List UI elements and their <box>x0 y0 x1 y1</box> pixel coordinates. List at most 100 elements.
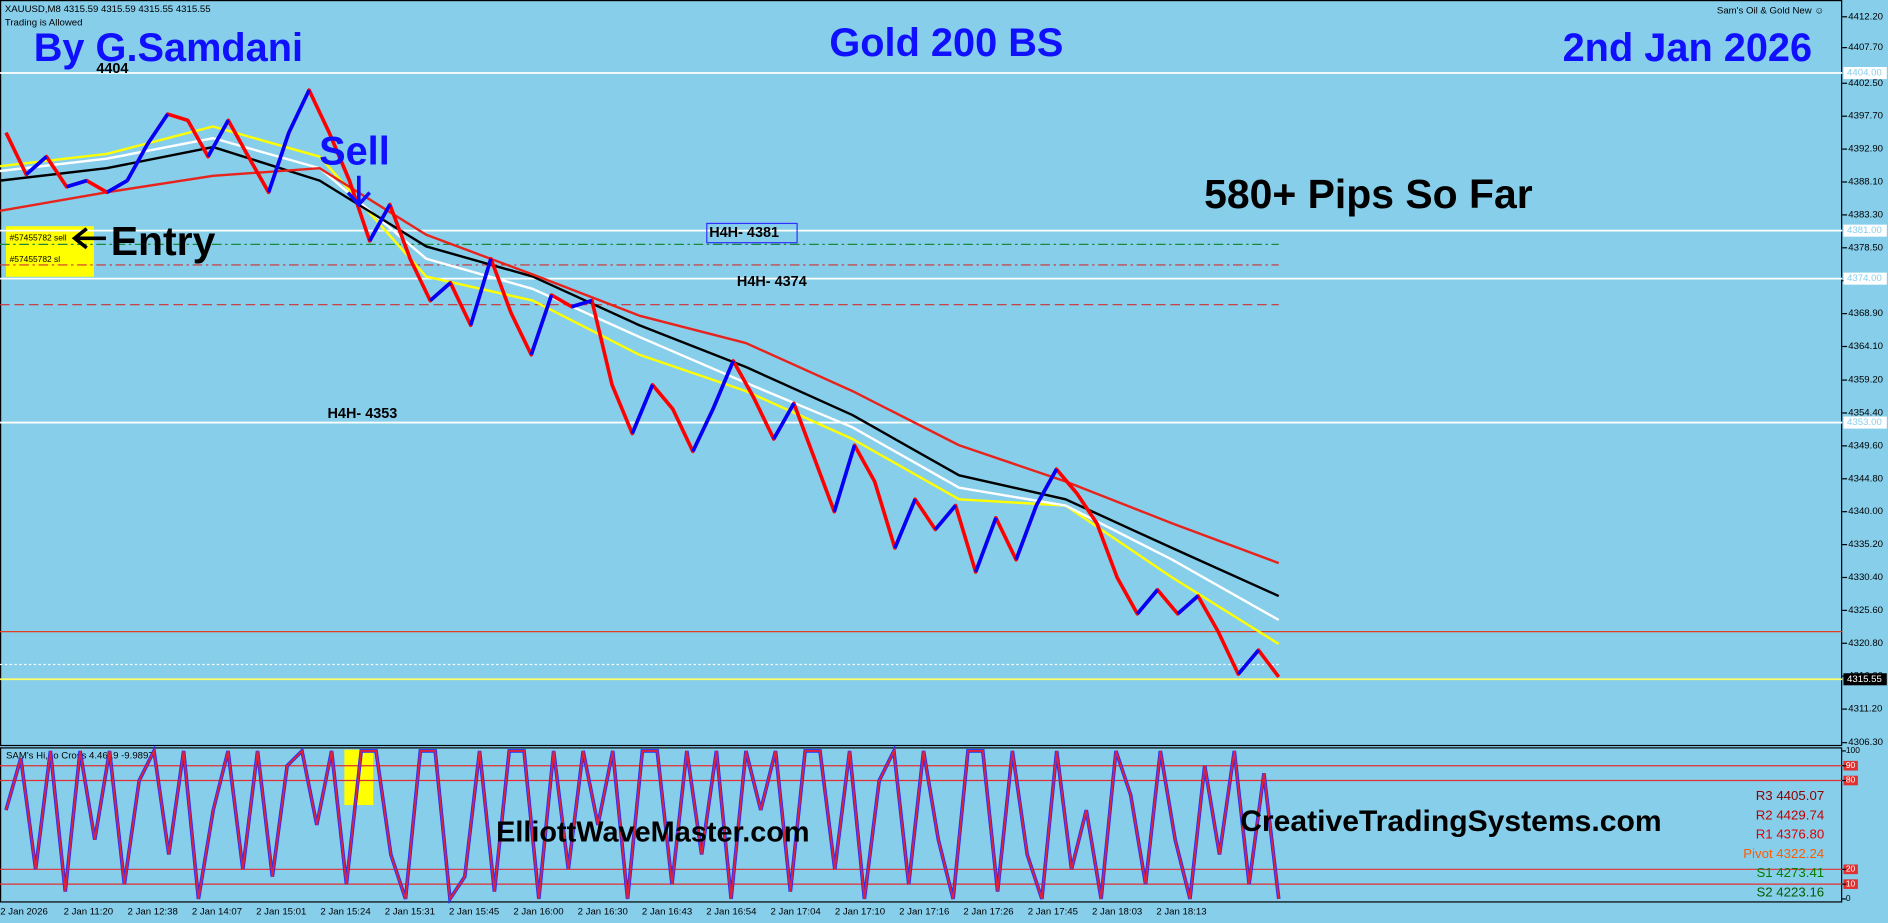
y-tick-label: 4330.40 <box>1848 572 1883 583</box>
level-tag <box>1843 66 1887 80</box>
level-label: 4404.00 <box>1847 68 1882 79</box>
osc-tick-label: 90 <box>1846 760 1856 770</box>
indicator-name: Sam's Oil & Gold New ☺ <box>1717 5 1824 16</box>
price-up-leg <box>1176 594 1200 616</box>
osc-tick-label: 0 <box>1846 893 1851 903</box>
author: By G.Samdani <box>34 26 303 70</box>
price-up-leg <box>772 402 796 440</box>
x-tick-label: 2 Jan 16:54 <box>706 907 757 918</box>
price-up-leg <box>66 178 88 189</box>
price-up-leg <box>1236 648 1260 676</box>
price-up-leg <box>125 143 150 182</box>
level-note: H4H- 4353 <box>328 406 398 422</box>
price-up-leg <box>711 360 735 410</box>
note-box <box>706 222 798 244</box>
osc-tick-label: 20 <box>1846 864 1856 874</box>
pivot-label: S1 4273.41 <box>1756 865 1824 880</box>
y-tick-label: 4383.30 <box>1848 209 1883 220</box>
level-note: H4H- 4374 <box>737 274 807 290</box>
level-label: 4381.00 <box>1847 225 1882 236</box>
y-tick-label: 4354.40 <box>1848 408 1883 419</box>
x-tick-label: 2 Jan 16:00 <box>513 907 563 918</box>
level-note: H4H- 4381 <box>709 225 779 241</box>
price-up-leg <box>529 294 554 356</box>
price-up-leg <box>832 444 857 513</box>
y-tick-label: 4378.50 <box>1848 242 1883 253</box>
x-tick-label: 2 Jan 14:07 <box>192 907 242 918</box>
y-tick-label: 4320.80 <box>1848 638 1883 649</box>
y-tick-label: 4344.80 <box>1848 473 1883 484</box>
x-tick-label: 2 Jan 17:04 <box>771 907 822 918</box>
x-tick-label: 2 Jan 17:16 <box>899 907 949 918</box>
x-tick-label: 2 Jan 2026 <box>0 907 48 918</box>
osc-line <box>5 747 1280 902</box>
price-up-leg <box>106 179 129 194</box>
y-tick-label: 4412.20 <box>1848 11 1883 22</box>
ma-line <box>0 136 1280 622</box>
price-up-leg <box>974 517 998 573</box>
level-note: 4404 <box>96 61 128 77</box>
order-sell: #57455782 sell <box>10 232 67 242</box>
price-up-leg <box>1014 504 1039 561</box>
y-tick-label: 4306.30 <box>1848 737 1883 748</box>
level-label: 4315.55 <box>1847 674 1882 685</box>
x-tick-label: 2 Jan 16:43 <box>642 907 692 918</box>
price-up-leg <box>691 408 715 453</box>
x-tick-label: 2 Jan 17:10 <box>835 907 885 918</box>
symbol: XAUUSD,M8 4315.59 4315.59 4315.55 4315.5… <box>5 4 211 15</box>
price-up-leg <box>893 498 917 549</box>
entry-label: Entry <box>111 218 216 264</box>
x-tick-label: 2 Jan 17:26 <box>963 907 1013 918</box>
y-tick-label: 4402.50 <box>1848 78 1883 89</box>
pivot-label: R2 4429.74 <box>1756 807 1824 822</box>
y-tick-label: 4359.20 <box>1848 375 1883 386</box>
price-up-leg <box>630 384 655 435</box>
x-tick-label: 2 Jan 15:01 <box>256 907 306 918</box>
x-tick-label: 2 Jan 12:38 <box>128 907 178 918</box>
level-tag <box>1843 272 1887 285</box>
site-label: CreativeTradingSystems.com <box>1240 805 1661 838</box>
osc-tick-label: 10 <box>1846 878 1856 888</box>
order-sl: #57455782 sl <box>10 254 61 264</box>
result: 580+ Pips So Far <box>1204 171 1533 217</box>
price-up-leg <box>206 119 230 158</box>
pivot-label: Pivot 4322.24 <box>1743 846 1824 861</box>
y-tick-label: 4407.70 <box>1848 42 1883 53</box>
level-tag <box>1843 673 1887 686</box>
price-up-leg <box>933 504 957 531</box>
y-tick-label: 4325.60 <box>1848 605 1883 616</box>
price-up-leg <box>287 89 311 134</box>
y-tick-label: 4388.10 <box>1848 177 1883 188</box>
level-tag <box>1843 416 1887 429</box>
date: 2nd Jan 2026 <box>1563 26 1813 70</box>
price-up-leg <box>1135 588 1159 615</box>
sell-arrow <box>346 175 371 208</box>
x-tick-label: 2 Jan 11:20 <box>64 907 114 918</box>
price-up-leg <box>1034 468 1059 507</box>
price-up-leg <box>145 113 170 146</box>
level-tag <box>1843 224 1887 237</box>
y-tick-label: 4397.70 <box>1848 111 1883 122</box>
status: Trading is Allowed <box>5 17 83 28</box>
price-up-leg <box>429 281 452 302</box>
title: Gold 200 BS <box>829 21 1063 65</box>
y-tick-label: 4364.10 <box>1848 341 1883 352</box>
osc-tick-tag <box>1843 879 1858 889</box>
pivot-label: R1 4376.80 <box>1756 827 1824 842</box>
x-tick-label: 2 Jan 15:45 <box>449 907 499 918</box>
price-up-leg <box>468 258 493 326</box>
price-up-leg <box>266 132 291 193</box>
y-tick-label: 4311.20 <box>1848 704 1882 715</box>
x-tick-label: 2 Jan 15:31 <box>385 907 435 918</box>
y-tick-label: 4340.00 <box>1848 506 1883 517</box>
osc-tick-tag <box>1843 760 1858 771</box>
osc-tick-label: 100 <box>1846 745 1860 755</box>
sell-label: Sell <box>319 130 390 174</box>
y-tick-label: 4368.90 <box>1848 308 1883 319</box>
price-up-leg <box>571 298 593 309</box>
x-tick-label: 2 Jan 17:45 <box>1028 907 1078 918</box>
site-label: ElliottWaveMaster.com <box>496 817 810 849</box>
pivot-label: R3 4405.07 <box>1756 788 1824 803</box>
level-label: 4374.00 <box>1847 273 1882 284</box>
